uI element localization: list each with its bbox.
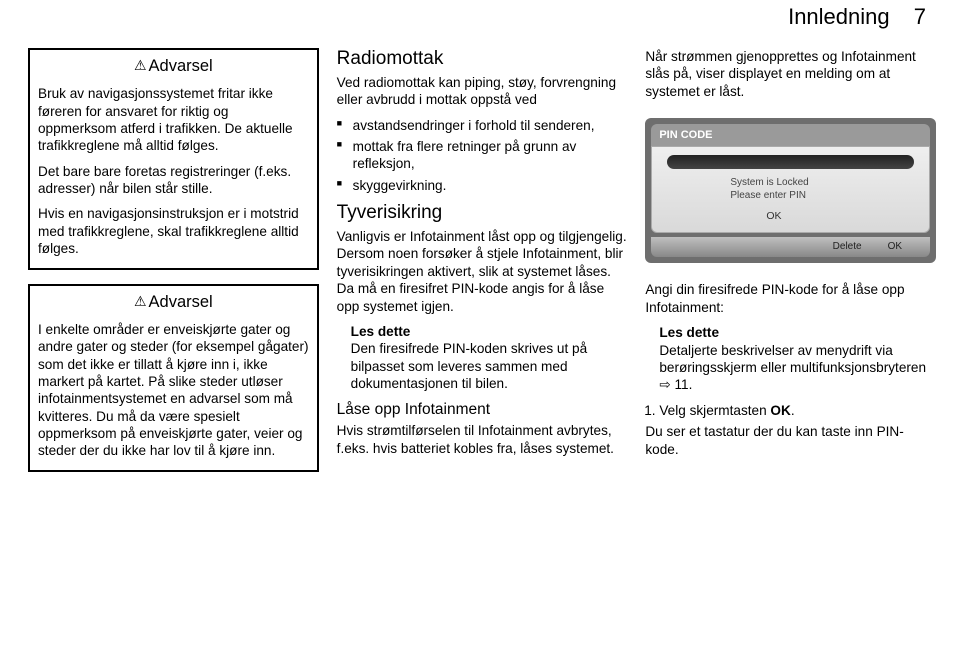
radiomottak-intro: Ved radiomottak kan piping, støy, forvre… xyxy=(337,74,628,109)
les-dette-block-2: Les dette Detaljerte beskrivelser av men… xyxy=(659,324,936,394)
warning-title: ⚠Advarsel xyxy=(38,292,309,313)
numbered-steps: Velg skjermtasten OK. xyxy=(659,402,936,419)
list-item: mottak fra flere retninger på grunn av r… xyxy=(351,138,628,173)
les-dette-heading: Les dette xyxy=(659,324,936,341)
step-bold: OK xyxy=(770,403,790,418)
warning-paragraph: Hvis en navigasjonsinstruksjon er i mots… xyxy=(38,205,309,257)
warning-title-text: Advarsel xyxy=(149,57,213,75)
pin-ok2-label: OK xyxy=(888,241,902,254)
pin-bottom-bar: Delete OK xyxy=(651,237,930,258)
warning-box-2: ⚠Advarsel I enkelte områder er enveiskjø… xyxy=(28,284,319,472)
col3-intro: Når strømmen gjenopprettes og Infotainme… xyxy=(645,48,936,100)
page-reference: ⇨ 11. xyxy=(659,377,692,392)
angi-paragraph: Angi din firesifrede PIN-kode for å låse… xyxy=(645,281,936,316)
warning-paragraph: Det bare bare foretas registreringer (f.… xyxy=(38,163,309,198)
pin-input-field xyxy=(667,155,915,169)
les-dette-text-2: Detaljerte beskrivelser av menydrift via… xyxy=(659,342,936,394)
subsection-laase-opp: Låse opp Infotainment xyxy=(337,401,628,420)
les-dette-text: Den firesifrede PIN-koden skrives ut på … xyxy=(351,340,628,392)
column-2: Radiomottak Ved radiomottak kan piping, … xyxy=(337,48,628,486)
section-radiomottak: Radiomottak xyxy=(337,48,628,70)
step-end: . xyxy=(791,403,795,418)
warning-paragraph: I enkelte områder er enveiskjørte gater … xyxy=(38,321,309,460)
list-item: skyggevirkning. xyxy=(351,177,628,194)
warning-icon: ⚠ xyxy=(134,57,147,73)
pin-code-screenshot: PIN CODE System is Locked Please enter P… xyxy=(645,118,936,263)
column-3: Når strømmen gjenopprettes og Infotainme… xyxy=(645,48,936,486)
les-dette-block: Les dette Den firesifrede PIN-koden skri… xyxy=(351,323,628,393)
page-header: Innledning 7 xyxy=(788,4,926,30)
warning-title-text: Advarsel xyxy=(149,293,213,311)
tyverisikring-paragraph: Vanligvis er Infotainment låst opp og ti… xyxy=(337,228,628,315)
chapter-title: Innledning xyxy=(788,4,890,29)
list-item: avstandsendringer i forhold til senderen… xyxy=(351,117,628,134)
content-columns: ⚠Advarsel Bruk av navigasjonssystemet fr… xyxy=(28,48,936,486)
step-text: Velg skjermtasten xyxy=(659,403,770,418)
warning-box-1: ⚠Advarsel Bruk av navigasjonssystemet fr… xyxy=(28,48,319,270)
warning-icon: ⚠ xyxy=(134,293,147,309)
les-dette-heading: Les dette xyxy=(351,323,628,340)
pin-message-line: Please enter PIN xyxy=(730,190,921,203)
pin-delete-label: Delete xyxy=(833,241,862,254)
column-1: ⚠Advarsel Bruk av navigasjonssystemet fr… xyxy=(28,48,319,486)
pin-dialog-body: System is Locked Please enter PIN OK xyxy=(651,146,930,232)
section-tyverisikring: Tyverisikring xyxy=(337,202,628,224)
pin-ok-label: OK xyxy=(766,210,921,223)
warning-paragraph: Bruk av navigasjonssystemet fritar ikke … xyxy=(38,85,309,155)
pin-outer-frame: PIN CODE System is Locked Please enter P… xyxy=(645,118,936,263)
pin-message-line: System is Locked xyxy=(730,177,921,190)
pin-dialog-title: PIN CODE xyxy=(651,124,930,146)
warning-title: ⚠Advarsel xyxy=(38,56,309,77)
page-number: 7 xyxy=(914,4,926,29)
step-item: Velg skjermtasten OK. xyxy=(659,402,936,419)
unlock-paragraph: Hvis strømtilførselen til Infotainment a… xyxy=(337,422,628,457)
radiomottak-list: avstandsendringer i forhold til senderen… xyxy=(337,117,628,195)
detail-text: Detaljerte beskrivelser av menydrift via… xyxy=(659,343,926,375)
step-result: Du ser et tastatur der du kan taste inn … xyxy=(645,423,936,458)
